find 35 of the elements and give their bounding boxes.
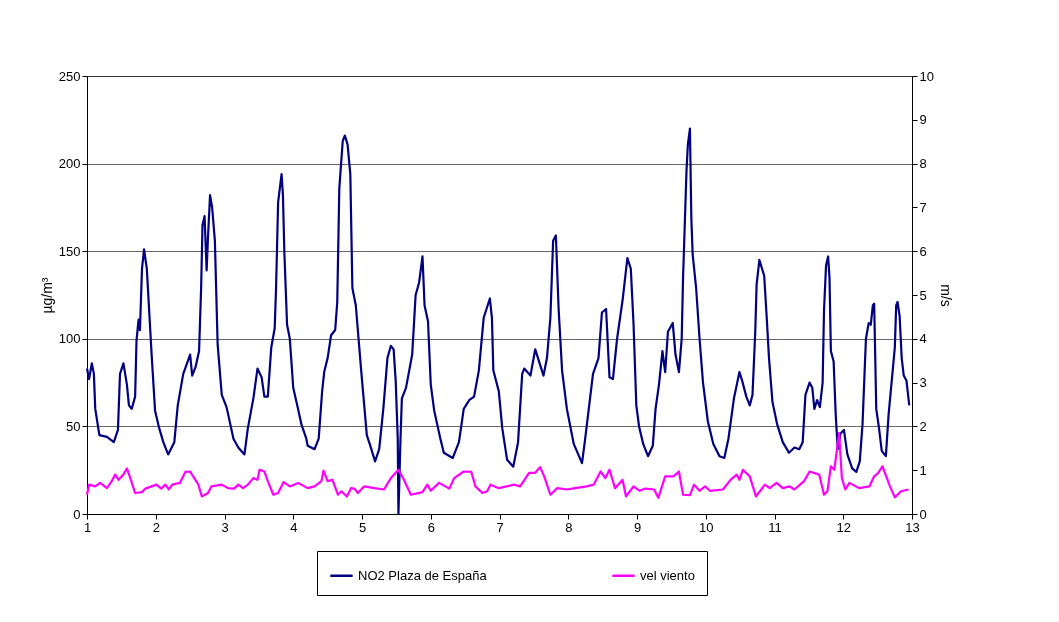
x-tick-label: 4: [290, 519, 298, 535]
y2-tick-label: 9: [919, 112, 927, 128]
x-tick-label: 10: [699, 519, 714, 535]
y2-tick-label: 3: [919, 375, 927, 391]
y2-tick-label: 8: [919, 156, 927, 172]
y2-tick-label: 10: [919, 68, 934, 84]
x-tick-label: 1: [83, 519, 92, 535]
y2-tick-label: 7: [919, 199, 927, 215]
x-tick-label: 2: [152, 519, 160, 535]
y-tick-label: 100: [58, 331, 81, 347]
legend-label: NO2 Plaza de España: [358, 567, 488, 583]
y-tick-label: 200: [58, 156, 81, 172]
x-tick-label: 12: [836, 519, 851, 535]
y2-axis-title: m/s: [937, 284, 954, 307]
y-tick-label: 50: [66, 418, 81, 434]
x-tick-label: 5: [358, 519, 367, 535]
y2-tick-label: 0: [919, 506, 927, 522]
y-tick-label: 0: [73, 506, 81, 522]
y2-tick-label: 1: [919, 462, 927, 478]
x-tick-label: 8: [565, 519, 573, 535]
y-tick-label: 150: [58, 243, 81, 259]
x-tick-label: 9: [633, 519, 642, 535]
x-tick-label: 7: [496, 519, 504, 535]
y2-tick-label: 5: [919, 287, 927, 303]
line-series: [85, 431, 910, 499]
x-tick-label: 13: [905, 519, 920, 535]
legend-label: vel viento: [640, 567, 695, 583]
x-tick-label: 6: [427, 519, 435, 535]
y2-tick-label: 4: [919, 331, 927, 347]
x-tick-label: 3: [221, 519, 229, 535]
y-tick-label: 250: [58, 68, 81, 84]
y2-tick-label: 6: [919, 243, 927, 259]
y-axis-title: µg/m³: [38, 277, 55, 314]
x-tick-label: 11: [768, 519, 782, 535]
y2-tick-label: 2: [919, 418, 927, 434]
